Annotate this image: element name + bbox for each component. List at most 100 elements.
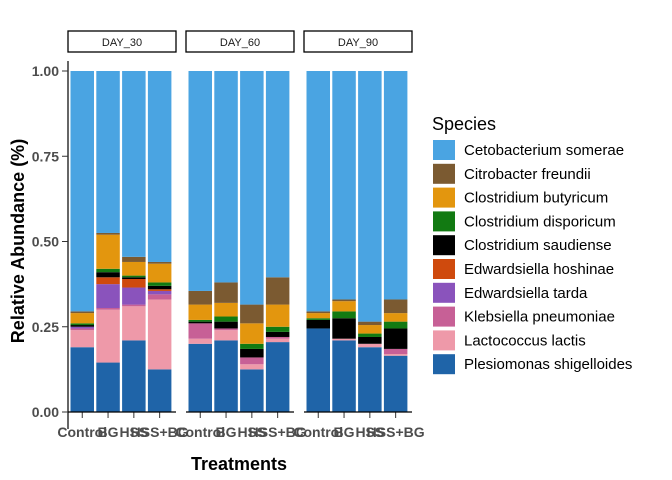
bar-segment xyxy=(214,328,238,331)
bar-segment xyxy=(96,277,120,285)
legend-swatch xyxy=(433,259,455,279)
bar-segment xyxy=(240,348,264,358)
bar-segment xyxy=(147,71,172,262)
legend-swatch xyxy=(433,163,455,184)
bar-segment xyxy=(240,369,264,412)
bar-segment xyxy=(265,71,290,278)
bar-segment xyxy=(265,342,290,412)
bar-segment xyxy=(358,71,382,322)
bar-segment xyxy=(358,333,382,337)
bar-segment xyxy=(96,268,120,273)
x-tick-label: HSS xyxy=(237,424,266,440)
x-tick-label: BG xyxy=(216,424,237,440)
x-tick-label: Control xyxy=(293,424,343,440)
bar-segment xyxy=(188,319,212,322)
bar-segment xyxy=(383,299,408,314)
bar-segment xyxy=(265,338,290,343)
bar-segment xyxy=(383,348,408,355)
bar-segment xyxy=(332,340,356,412)
bar-segment xyxy=(240,357,264,365)
y-tick-label: 0.00 xyxy=(32,404,59,420)
legend-label: Edwardsiella hoshinae xyxy=(464,261,614,278)
legend-swatch xyxy=(433,282,455,303)
bar-segment xyxy=(122,306,146,341)
bar-segment xyxy=(188,304,212,320)
legend-swatch xyxy=(433,211,455,232)
bar-segment xyxy=(96,272,120,278)
legend-label: Citrobacter freundii xyxy=(464,166,591,183)
y-tick-label: 0.75 xyxy=(32,148,59,164)
bar-segment xyxy=(383,321,408,329)
x-tick-label: HSS+BG xyxy=(131,424,189,440)
bar-segment xyxy=(147,261,172,264)
x-tick-label: HSS+BG xyxy=(367,424,425,440)
bar-segment xyxy=(383,313,408,322)
bar-segment xyxy=(265,277,290,305)
bar-segment xyxy=(265,326,290,332)
bar-segment xyxy=(265,331,290,337)
legend-swatch xyxy=(433,306,455,327)
bar-segment xyxy=(332,318,356,339)
bar-segment xyxy=(122,340,146,412)
bar-segment xyxy=(96,307,120,310)
bar-segment xyxy=(383,328,408,349)
x-tick-label: BG xyxy=(98,424,119,440)
legend-swatch xyxy=(433,354,455,375)
bar-segment xyxy=(240,343,264,349)
bar-segment xyxy=(96,284,120,308)
bar-segment xyxy=(188,343,212,412)
bar-segment xyxy=(70,71,94,312)
y-tick-label: 0.50 xyxy=(32,234,59,250)
facet-strip xyxy=(303,30,413,53)
bar-segment xyxy=(332,299,356,302)
y-axis: 0.00 0.25 0.50 0.75 1.00 xyxy=(32,61,69,429)
legend-swatch xyxy=(433,140,455,160)
legend-label: Lactococcus lactis xyxy=(464,332,586,349)
bar-segment xyxy=(214,71,238,283)
bar-segment xyxy=(70,330,94,348)
bar-segment xyxy=(96,362,120,412)
bar-segment xyxy=(383,71,408,300)
bar-segment xyxy=(147,282,172,286)
legend-label: Cetobacterium somerae xyxy=(464,142,624,159)
bar-segment xyxy=(332,311,356,319)
bar-segment xyxy=(122,304,146,307)
bar-segment xyxy=(306,328,330,412)
y-tick-label: 0.25 xyxy=(32,319,59,335)
bar-segment xyxy=(188,290,212,305)
legend-label: Plesiomonas shigelloides xyxy=(464,356,632,373)
bar-segment xyxy=(122,279,146,288)
bar-segment xyxy=(306,311,330,314)
bar-segment xyxy=(70,325,94,327)
y-tick-label: 1.00 xyxy=(32,63,59,79)
bar-segment xyxy=(332,338,356,341)
bar-segment xyxy=(188,338,212,344)
x-tick-label: HSS xyxy=(119,424,148,440)
bar-segment xyxy=(96,234,120,269)
bar-segment xyxy=(265,304,290,327)
bar-segment xyxy=(147,285,172,290)
legend-swatch xyxy=(433,187,455,208)
bar-segment xyxy=(214,321,238,329)
bar-segment xyxy=(96,232,120,235)
bar-segment xyxy=(122,256,146,262)
bar-segment xyxy=(358,321,382,326)
bar-segment xyxy=(383,355,408,412)
bar-segment xyxy=(70,328,94,331)
bar-segment xyxy=(214,282,238,303)
bar-segment xyxy=(306,313,330,319)
bar-segment xyxy=(214,302,238,317)
bar-segment xyxy=(383,354,408,356)
bar-segment xyxy=(70,326,94,329)
legend-label: Clostridium disporicum xyxy=(464,213,616,230)
x-tick-label: HSS+BG xyxy=(249,424,307,440)
legend-label: Clostridium butyricum xyxy=(464,190,608,207)
facet-strip-label: DAY_90 xyxy=(338,37,378,49)
bar-segment xyxy=(70,347,94,412)
bar-segment xyxy=(240,364,264,370)
bar-segment xyxy=(188,71,212,291)
bar-segment xyxy=(188,323,212,339)
